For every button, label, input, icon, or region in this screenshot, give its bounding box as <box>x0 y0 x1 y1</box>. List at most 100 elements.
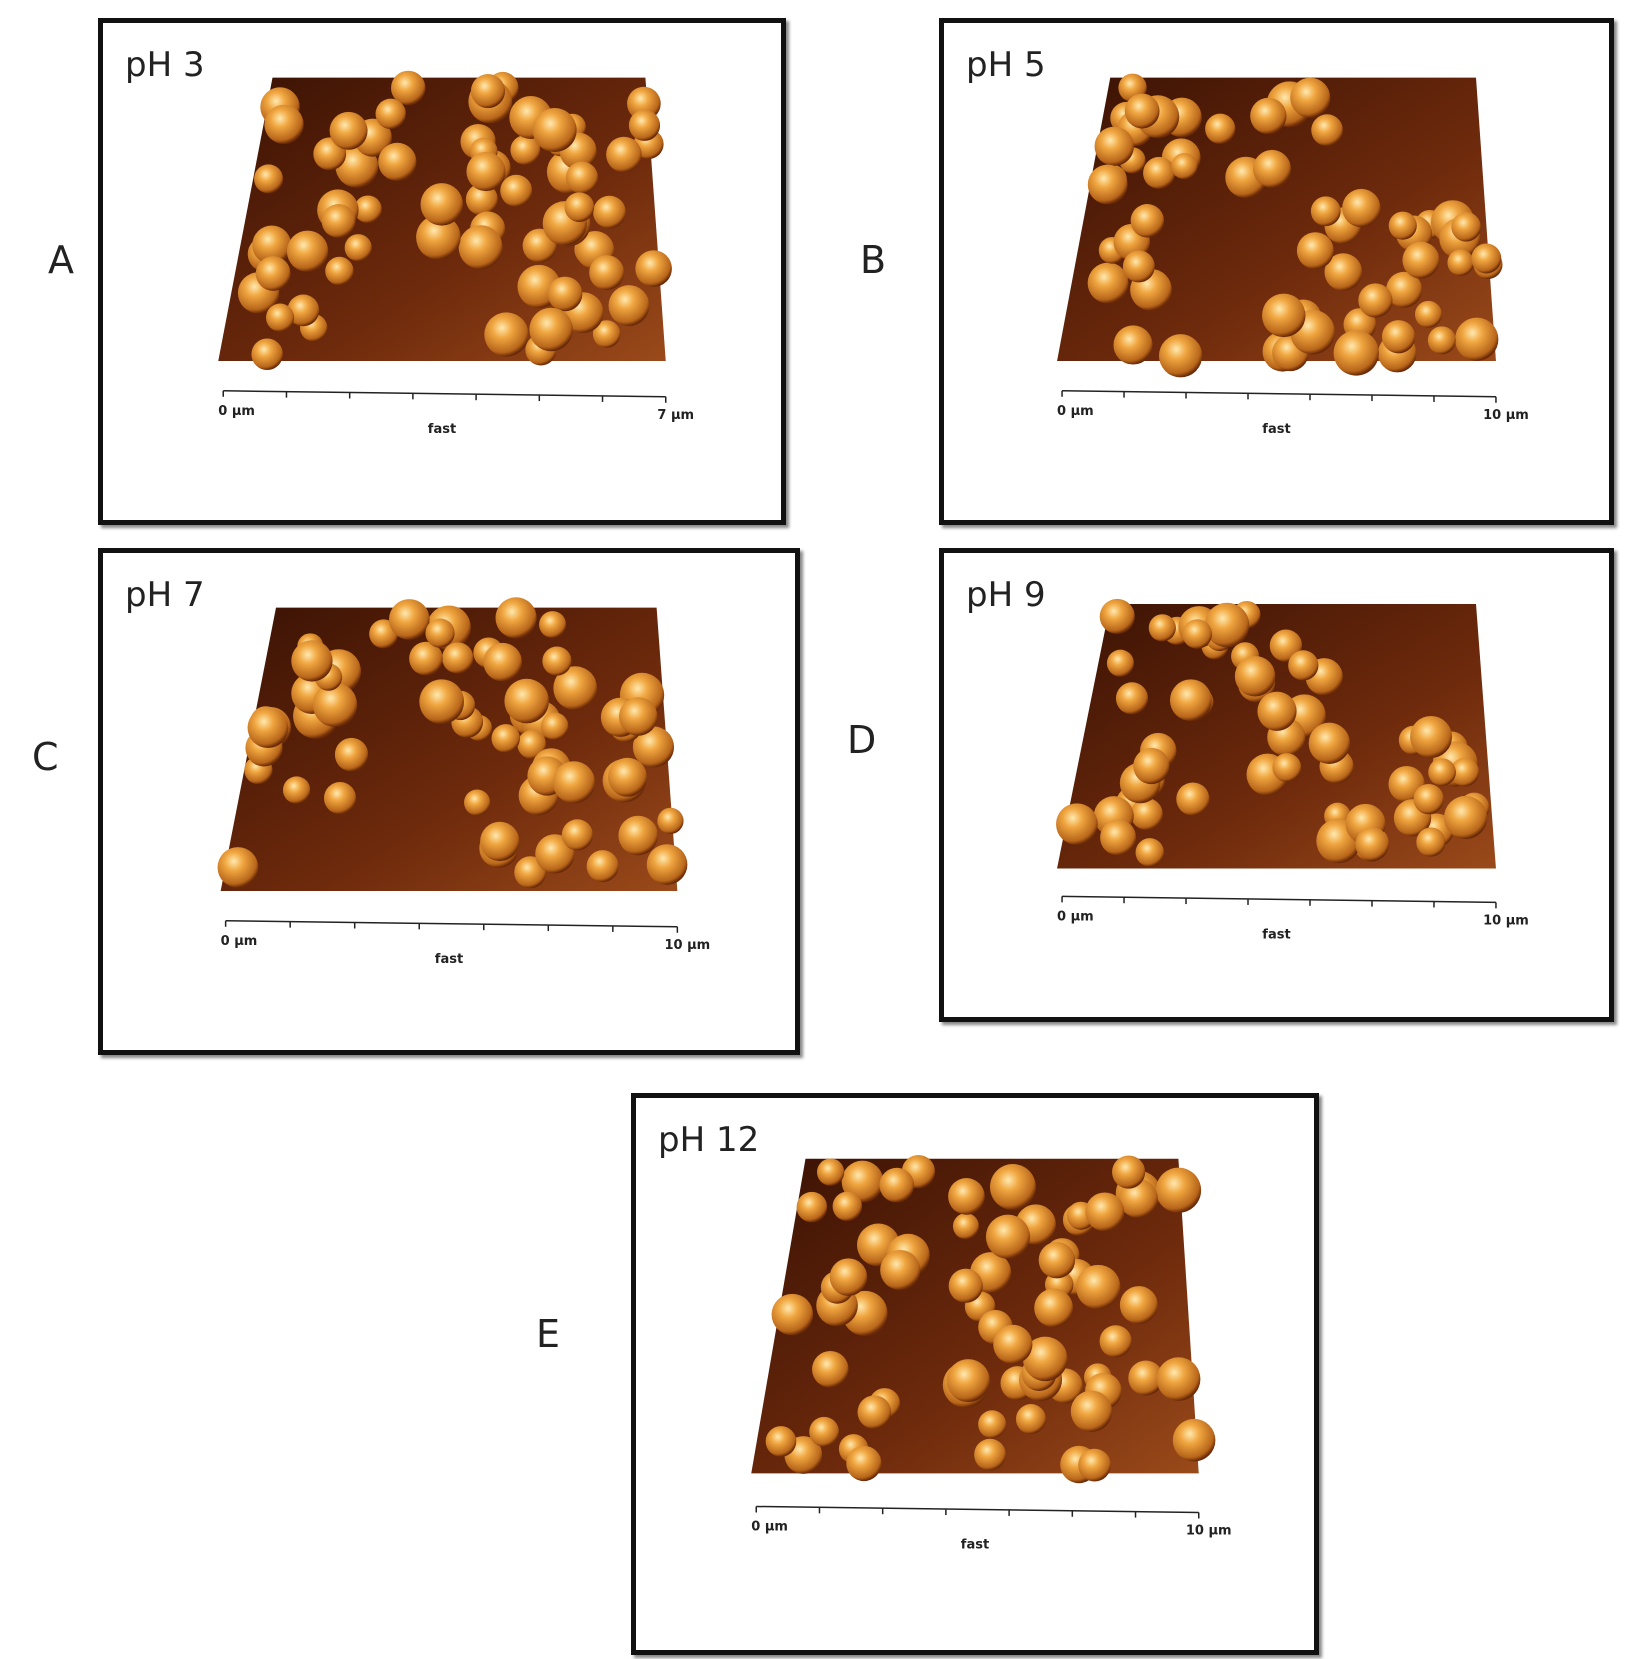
particle <box>586 850 619 883</box>
particle <box>1444 795 1488 840</box>
particle <box>1342 188 1381 228</box>
particle <box>1308 722 1350 764</box>
axis-start-label: 0 µm <box>1057 404 1094 419</box>
particle <box>1099 1325 1132 1358</box>
particle <box>1333 330 1379 376</box>
particle <box>539 611 567 639</box>
particle <box>1410 715 1453 758</box>
panel: 0 µm fast 10 µm pH 7 <box>98 548 800 1055</box>
particle <box>993 1324 1033 1365</box>
particle <box>989 1164 1036 1210</box>
particle <box>565 161 599 194</box>
particle <box>1155 1167 1202 1213</box>
particle <box>480 821 520 862</box>
particle <box>1038 1241 1076 1279</box>
particle <box>466 151 506 192</box>
particle <box>255 256 291 291</box>
particle <box>504 678 549 724</box>
ph-label: pH 5 <box>966 45 1046 85</box>
particle <box>1099 598 1135 634</box>
particle <box>816 1158 845 1186</box>
axis-name: fast <box>961 1537 989 1552</box>
particle <box>1450 757 1480 787</box>
axis-start-label: 0 µm <box>221 934 258 949</box>
particle <box>1250 97 1287 135</box>
particle <box>540 712 569 740</box>
particle <box>1135 838 1165 867</box>
axis-line <box>756 1505 1199 1514</box>
particle <box>542 646 572 676</box>
particle <box>286 230 329 272</box>
particle <box>464 789 491 816</box>
particle <box>1428 758 1456 786</box>
particle <box>589 255 625 291</box>
particle <box>1172 1418 1216 1462</box>
particle <box>388 599 430 640</box>
particle <box>1100 819 1137 856</box>
afm-image: 0 µm fast 10 µm <box>217 597 710 967</box>
particle <box>1257 691 1297 731</box>
particle <box>1386 271 1423 308</box>
axis-line <box>225 920 678 928</box>
panel-letter: C <box>32 735 59 779</box>
particle <box>442 642 474 674</box>
panel-letter: E <box>536 1312 561 1356</box>
particle <box>592 320 621 348</box>
particle <box>547 276 583 312</box>
particle <box>378 142 417 181</box>
particle <box>354 195 382 224</box>
particle <box>1070 1390 1113 1433</box>
particle <box>251 338 283 371</box>
particle <box>812 1351 849 1388</box>
particle <box>618 815 658 856</box>
particle <box>1075 1264 1121 1310</box>
particle <box>532 108 577 153</box>
axis-line <box>1062 895 1496 904</box>
particle <box>265 303 295 332</box>
ph-label: pH 3 <box>125 45 205 85</box>
particle <box>312 682 358 727</box>
particle <box>628 109 661 141</box>
particle <box>217 847 259 888</box>
particle <box>880 1249 921 1291</box>
particle <box>1056 803 1098 846</box>
afm-image: 0 µm fast 10 µm <box>751 1154 1232 1552</box>
particle <box>247 707 289 749</box>
particle <box>1427 326 1456 355</box>
axis-line <box>1062 390 1496 398</box>
axis-end-label: 10 µm <box>1483 408 1529 423</box>
particle <box>1310 196 1341 227</box>
particle <box>1262 293 1306 338</box>
particle <box>1414 300 1442 328</box>
axis-start-label: 0 µm <box>218 404 255 419</box>
particle <box>948 1268 983 1303</box>
particle <box>1471 243 1502 274</box>
particle <box>1234 655 1276 697</box>
particle <box>491 724 520 753</box>
particle <box>495 597 537 639</box>
particle <box>291 640 333 682</box>
particle <box>1130 798 1163 831</box>
particle <box>1106 649 1134 677</box>
particle <box>1115 682 1149 715</box>
particle <box>1388 211 1417 240</box>
particle <box>1416 827 1446 857</box>
particle <box>1034 1288 1074 1328</box>
particle <box>1311 114 1343 146</box>
particle <box>409 641 443 676</box>
ph-label: pH 9 <box>966 575 1046 615</box>
particle <box>1122 250 1155 283</box>
particle <box>561 819 593 851</box>
particle <box>1169 679 1212 722</box>
particle <box>1402 241 1440 279</box>
particle <box>1087 262 1129 304</box>
particle <box>1272 753 1302 782</box>
particle <box>425 618 455 648</box>
particle <box>1156 1357 1201 1401</box>
particle <box>771 1293 814 1336</box>
axis-end-label: 7 µm <box>657 408 694 423</box>
particle <box>974 1438 1006 1471</box>
particle <box>500 174 533 207</box>
particle <box>1451 212 1481 242</box>
particle <box>510 135 541 165</box>
